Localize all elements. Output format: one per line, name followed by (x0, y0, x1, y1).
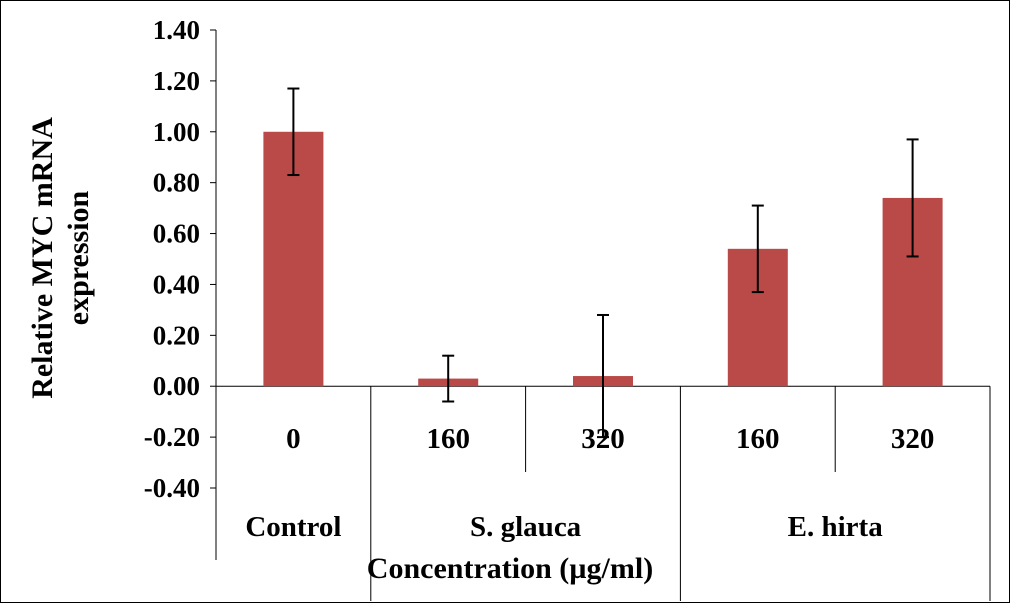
y-tick-label: 1.00 (153, 117, 200, 147)
y-tick-label: 1.40 (153, 15, 200, 45)
y-tick-label: -0.20 (144, 422, 200, 452)
y-axis-label: Relative MYC mRNA expression (26, 117, 95, 399)
group-label: Control (245, 511, 341, 543)
category-label: 0 (286, 423, 301, 455)
category-label: 320 (581, 423, 625, 455)
category-label: 320 (891, 423, 935, 455)
y-axis-label-line: Relative MYC mRNA (26, 117, 59, 399)
group-label: E. hirta (788, 511, 884, 543)
y-tick-label: -0.40 (144, 473, 200, 503)
axes (210, 29, 991, 601)
y-axis-label-line: expression (62, 190, 95, 325)
y-tick-label: 0.00 (153, 371, 200, 401)
y-tick-label: 0.60 (153, 219, 200, 249)
y-tick-label: 0.80 (153, 168, 200, 198)
y-tick-label: 1.20 (153, 66, 200, 96)
y-tick-label: 0.20 (153, 320, 200, 350)
labels: -0.40 -0.20 0.00 0.20 0.40 0.60 0.80 1.00 1.20 1.… (144, 15, 935, 543)
category-label: 160 (426, 423, 470, 455)
group-label: S. glauca (470, 511, 582, 543)
y-tick-label: 0.40 (153, 269, 200, 299)
x-axis-label: Concentration (µg/ml) (367, 552, 653, 585)
error-bars (287, 87, 919, 439)
category-label: 160 (736, 423, 780, 455)
